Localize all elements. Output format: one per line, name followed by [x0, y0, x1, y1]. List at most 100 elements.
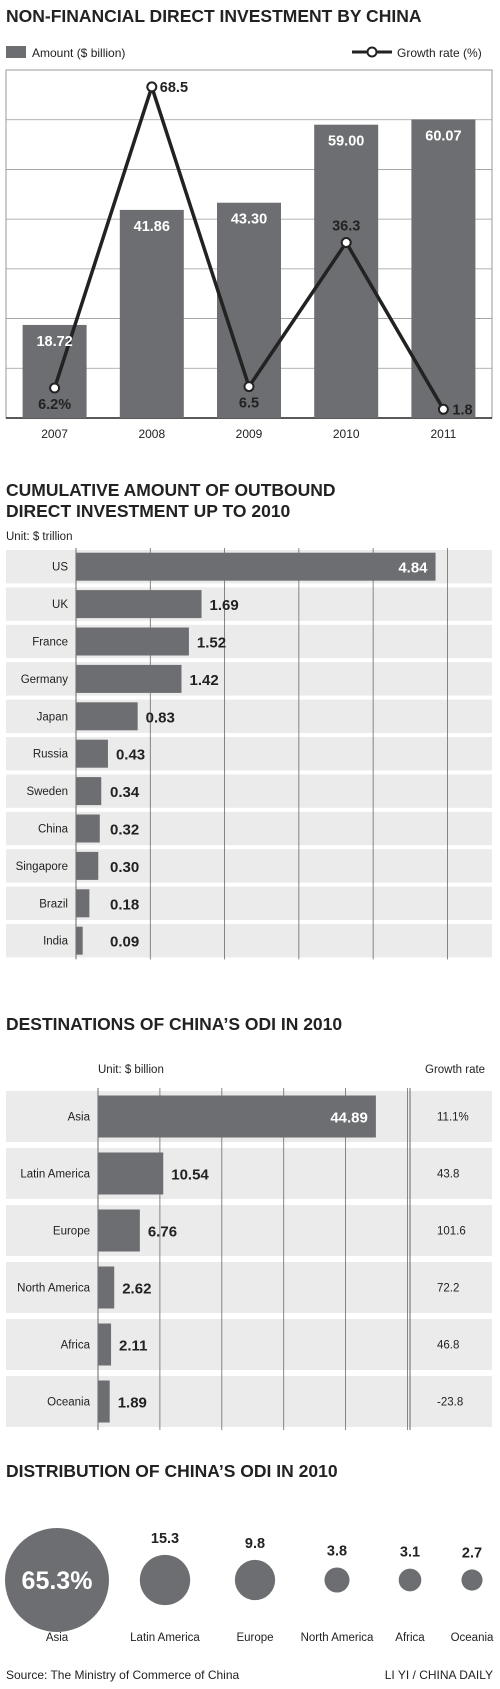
growth-point-2010: [340, 237, 352, 249]
x-tick-2010: 2010: [333, 427, 360, 441]
bubble-category-north-america: North America: [301, 1632, 374, 1644]
chart2-unit: Unit: $ trillion: [6, 531, 72, 543]
category-label-france: France: [32, 637, 68, 649]
bubble-category-europe: Europe: [236, 1632, 273, 1644]
bar-uk: [76, 590, 202, 619]
bar-2010: [314, 124, 379, 418]
chart2-title-line2: DIRECT INVESTMENT UP TO 2010: [6, 501, 291, 521]
chart2-title-line1: CUMULATIVE AMOUNT OF OUTBOUND: [6, 480, 336, 500]
bubble-africa: [398, 1568, 422, 1592]
value-label-india: 0.09: [110, 934, 139, 951]
legend-amount: Amount ($ billion): [32, 46, 125, 60]
bar-2011: [411, 119, 476, 419]
category-label-russia: Russia: [33, 749, 69, 761]
value-label-singapore: 0.30: [110, 859, 139, 876]
credit: LI YI / CHINA DAILY: [385, 1668, 493, 1682]
bar-2007: [22, 324, 87, 418]
chart3-growth-header: Growth rate: [425, 1064, 485, 1076]
bar-label-2009: 43.30: [231, 212, 267, 228]
row-band-india: [6, 924, 492, 958]
bubble-north-america: [324, 1567, 350, 1593]
category-label-africa: Africa: [61, 1340, 91, 1352]
bubble-category-latin-america: Latin America: [130, 1632, 200, 1644]
bar-2008: [119, 209, 184, 418]
x-tick-2009: 2009: [236, 427, 263, 441]
bar-latin-america: [98, 1152, 164, 1195]
chart1-bars: [22, 119, 476, 419]
bubble-category-africa: Africa: [395, 1632, 425, 1644]
bar-label-2007: 18.72: [36, 334, 72, 350]
growth-rate-europe: 101.6: [437, 1226, 466, 1238]
bubble-europe: [234, 1559, 276, 1601]
bubble-label-oceania: 2.7: [462, 1545, 482, 1561]
growth-label-2011: 1.8: [452, 402, 472, 418]
bar-europe: [98, 1209, 140, 1252]
value-label-france: 1.52: [197, 635, 226, 652]
value-label-oceania: 1.89: [118, 1395, 147, 1412]
growth-rate-asia: 11.1%: [437, 1112, 469, 1124]
category-label-germany: Germany: [21, 674, 69, 686]
chart3-body: Asia 44.89 11.1% Latin America 10.54 43.8 Euro…: [6, 1088, 492, 1430]
category-label-europe: Europe: [53, 1226, 90, 1238]
value-label-russia: 0.43: [116, 747, 145, 764]
value-label-germany: 1.42: [189, 672, 218, 689]
category-label-us: US: [52, 562, 68, 574]
category-label-china: China: [38, 824, 69, 836]
bubble-oceania: [461, 1569, 483, 1591]
bar-oceania: [98, 1380, 110, 1423]
x-tick-2011: 2011: [430, 427, 456, 441]
legend-growth: Growth rate (%): [397, 46, 482, 60]
row-band-latin-america: [6, 1148, 492, 1199]
bar-africa: [98, 1323, 112, 1366]
category-label-brazil: Brazil: [39, 898, 68, 910]
growth-point-2008: [146, 81, 158, 93]
bubble-asia: [5, 1528, 109, 1632]
category-label-india: India: [43, 936, 69, 948]
value-label-uk: 1.69: [210, 597, 239, 614]
bar-us: [76, 552, 436, 581]
row-band-oceania: [6, 1376, 492, 1427]
value-label-asia: 44.89: [330, 1110, 368, 1127]
category-label-uk: UK: [52, 599, 68, 611]
bar-india: [76, 926, 83, 955]
bubble-label-africa: 3.1: [400, 1545, 420, 1561]
chart-nonfinancial-investment: NON-FINANCIAL DIRECT INVESTMENT BY CHINA…: [5, 6, 493, 441]
chart3-unit: Unit: $ billion: [98, 1064, 164, 1076]
category-label-sweden: Sweden: [26, 786, 68, 798]
value-label-brazil: 0.18: [110, 896, 139, 913]
growth-point-2011: [437, 403, 449, 415]
chart-cumulative-odi: CUMULATIVE AMOUNT OF OUTBOUND DIRECT INV…: [6, 480, 492, 960]
bar-japan: [76, 702, 138, 731]
source-note: Source: The Ministry of Commerce of Chin…: [6, 1668, 240, 1682]
category-label-singapore: Singapore: [16, 861, 68, 873]
growth-rate-africa: 46.8: [437, 1340, 459, 1352]
bar-singapore: [76, 851, 99, 880]
chart1-labels: 18.72 2007 41.86 2008 43.30 2009 59.00 2010 60.0…: [36, 80, 472, 441]
value-label-japan: 0.83: [146, 709, 175, 726]
bar-russia: [76, 739, 108, 768]
value-label-africa: 2.11: [119, 1338, 147, 1355]
legend-bar-swatch: [6, 46, 26, 58]
category-label-oceania: Oceania: [47, 1397, 90, 1409]
growth-rate-north-america: 72.2: [437, 1283, 459, 1295]
growth-label-2008: 68.5: [160, 80, 188, 96]
value-label-latin-america: 10.54: [171, 1167, 209, 1184]
growth-point-2007: [49, 382, 61, 394]
value-label-europe: 6.76: [148, 1224, 177, 1241]
category-label-north-america: North America: [17, 1283, 90, 1295]
chart4-title: DISTRIBUTION OF CHINA’S ODI IN 2010: [6, 1461, 338, 1481]
chart1-title: NON-FINANCIAL DIRECT INVESTMENT BY CHINA: [6, 6, 422, 26]
chart2-body: US 4.84 UK 1.69 France 1.52 Germany 1.42 Japan 0.…: [6, 548, 492, 960]
row-band-africa: [6, 1319, 492, 1370]
value-label-sweden: 0.34: [110, 784, 140, 801]
value-label-us: 4.84: [398, 560, 428, 577]
x-tick-2008: 2008: [138, 427, 165, 441]
chart3-title: DESTINATIONS OF CHINA’S ODI IN 2010: [6, 1014, 342, 1034]
x-tick-2007: 2007: [41, 427, 68, 441]
category-label-latin-america: Latin America: [20, 1169, 90, 1181]
chart-odi-destinations: DESTINATIONS OF CHINA’S ODI IN 2010 Unit…: [6, 1014, 492, 1430]
chart4-bubbles: 65.3% Asia 15.3 Latin America 9.8 Europe 3.8 No…: [5, 1528, 494, 1644]
row-band-europe: [6, 1205, 492, 1256]
bar-label-2011: 60.07: [425, 128, 461, 144]
growth-label-2010: 36.3: [332, 219, 360, 235]
